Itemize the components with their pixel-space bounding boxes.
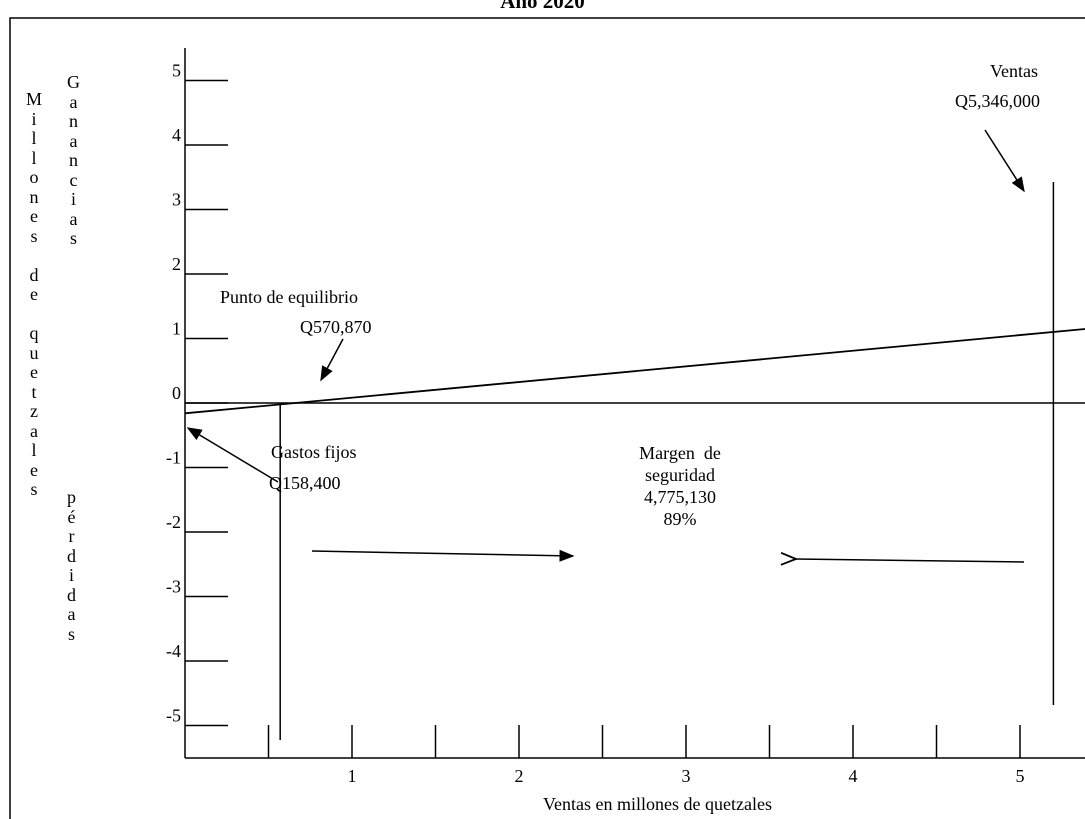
y-tick-label: -2 <box>166 512 181 532</box>
profit-line <box>184 328 1085 415</box>
margin-arrow-left <box>796 559 1025 562</box>
axis-label-letter: d <box>67 545 76 566</box>
margin-percent: 89% <box>663 509 697 529</box>
axis-label-letter: u <box>29 342 39 363</box>
y-tick-label: 4 <box>172 125 181 145</box>
axis-label-letter: q <box>29 323 39 343</box>
x-tick-label: 5 <box>1016 766 1025 786</box>
sales-arrow <box>984 129 1025 193</box>
axis-label-letter: p <box>67 487 76 507</box>
axis-label-letter: a <box>69 208 78 229</box>
axis-label-letter: n <box>69 111 78 131</box>
y-tick-label: 0 <box>172 383 181 403</box>
margin-block: Margen de seguridad 4,775,130 89% <box>600 442 760 530</box>
break-even-value: Q570,870 <box>300 317 372 337</box>
axis-label-letter: n <box>69 150 78 170</box>
axis-label-letter: s <box>69 228 77 248</box>
sales-label: Ventas <box>990 61 1038 81</box>
axis-label-letter: o <box>29 167 39 187</box>
axis-label-letter: a <box>67 604 76 624</box>
axis-label-letter: G <box>67 72 80 92</box>
break-even-arrow <box>320 338 344 382</box>
axes: 5 4 3 2 1 0 -1 -2 -3 -4 -5 1 2 3 4 5 <box>166 48 1085 786</box>
x-tick-label: 1 <box>348 766 357 786</box>
axis-label-letter: r <box>68 526 75 546</box>
margin-value: 4,775,130 <box>644 487 716 507</box>
axis-label-letter: a <box>69 91 78 112</box>
break-even-label: Punto de equilibrio <box>220 287 358 307</box>
axis-label-letter: s <box>30 225 38 246</box>
y-tick-label: 5 <box>172 61 181 81</box>
axis-label-letter: a <box>30 420 38 441</box>
axis-label-letter: M <box>26 89 43 109</box>
axis-label-letter: d <box>67 584 76 605</box>
sales-value: Q5,346,000 <box>955 91 1040 111</box>
axis-label-letter: c <box>69 169 78 190</box>
axis-label-letter: é <box>67 506 76 527</box>
axis-label-letter: n <box>29 186 39 207</box>
x-axis-label: Ventas en millones de quetzales <box>543 794 772 814</box>
chart-marks <box>184 182 1085 740</box>
y-tick-label: -5 <box>166 706 181 726</box>
axis-label-letter: s <box>67 623 75 644</box>
y-tick-label: -3 <box>166 577 181 597</box>
margin-label-2: seguridad <box>645 465 715 485</box>
axis-label-letter: l <box>31 440 37 460</box>
axis-label-letter: z <box>30 401 38 421</box>
y-tick-label: -4 <box>166 641 181 661</box>
fixed-costs-value: Q158,400 <box>269 473 341 493</box>
axis-label-letter: i <box>70 189 76 209</box>
fixed-costs-label: Gastos fijos <box>271 442 357 462</box>
y-tick-label: -1 <box>166 448 181 468</box>
axis-label-letter: e <box>30 362 38 382</box>
axis-label-letter: e <box>30 284 38 304</box>
axis-label-letter: e <box>30 459 38 480</box>
chart-title: Año 2020 <box>500 0 585 13</box>
margin-arrow-right <box>311 549 575 562</box>
x-tick-label: 3 <box>682 766 691 786</box>
x-tick-label: 2 <box>515 766 524 786</box>
axis-label-letter: s <box>30 479 38 499</box>
axis-label-letter: a <box>69 130 78 151</box>
x-tick-label: 4 <box>849 766 858 786</box>
margin-label-1: Margen de <box>639 443 721 463</box>
axis-label-letter: e <box>30 206 38 226</box>
axis-label-letter: i <box>68 565 74 585</box>
chart-frame <box>9 17 1085 819</box>
axis-label-letter: l <box>31 147 37 168</box>
axis-label-letter: d <box>29 264 39 285</box>
axis-label-letter: t <box>31 381 37 402</box>
y-tick-label: 2 <box>172 254 181 274</box>
axis-label-letter: l <box>31 128 37 148</box>
y-tick-label: 1 <box>172 319 181 339</box>
axis-label-letter: i <box>31 108 37 129</box>
y-tick-label: 3 <box>172 190 181 210</box>
annotation-arrows <box>186 129 1025 562</box>
fixed-costs-arrow <box>186 427 279 483</box>
